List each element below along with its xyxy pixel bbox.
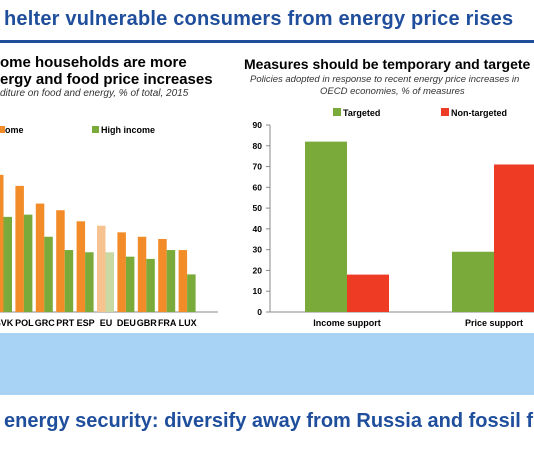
left-bar-high-fra xyxy=(166,250,176,312)
left-bar-low-pol xyxy=(15,185,24,312)
left-bar-low-fra xyxy=(158,238,167,312)
left-bar-low-lux xyxy=(178,250,188,312)
left-bar-high-deu xyxy=(125,256,135,312)
left-bar-high-prt xyxy=(64,250,74,312)
right-ytick-label-0: 0 xyxy=(257,307,262,317)
left-tick-lux: LUX xyxy=(179,318,197,328)
left-bar-high-svk xyxy=(3,216,12,312)
right-bar-targeted-income-support xyxy=(305,141,347,312)
left-bar-low-esp xyxy=(76,221,86,312)
left-bar-low-svk xyxy=(0,174,4,312)
left-bar-low-eu xyxy=(97,225,106,312)
right-ytick-label-20: 20 xyxy=(253,265,263,275)
left-chart-subtitle: diture on food and energy, % of total, 2… xyxy=(0,88,189,99)
title-divider xyxy=(0,40,534,43)
right-bar-targeted-price-support xyxy=(452,251,494,312)
left-tick-pol: POL xyxy=(15,318,34,328)
top-banner: helter vulnerable consumers from energy … xyxy=(0,0,534,40)
right-bar-non-targeted-price-support xyxy=(494,164,534,312)
right-ytick-label-60: 60 xyxy=(253,182,263,192)
right-chart-subtitle-line2: OECD economies, % of measures xyxy=(320,86,465,97)
right-ytick-label-30: 30 xyxy=(253,245,263,255)
legend-label-non-targeted: Non-targeted xyxy=(451,108,507,118)
right-ytick-label-80: 80 xyxy=(253,141,263,151)
right-category-price-support: Price support xyxy=(465,318,523,328)
left-tick-prt: PRT xyxy=(56,318,75,328)
right-ytick-label-40: 40 xyxy=(253,224,263,234)
left-bar-low-deu xyxy=(117,232,126,312)
legend-swatch-non-targeted xyxy=(441,108,449,116)
legend-swatch-low-income xyxy=(0,126,5,133)
left-chart-title: ome households are more ergy and food pr… xyxy=(0,54,213,88)
right-ytick-label-70: 70 xyxy=(253,162,263,172)
legend-label-low-income: ome xyxy=(5,125,24,135)
right-ytick-label-90: 90 xyxy=(253,120,263,130)
left-tick-svk: SVK xyxy=(0,318,14,328)
left-bar-low-gbr xyxy=(137,236,147,312)
right-ytick-label-50: 50 xyxy=(253,203,263,213)
left-bar-high-lux xyxy=(187,274,196,312)
left-tick-eu: EU xyxy=(100,318,113,328)
left-bar-high-gbr xyxy=(146,258,155,312)
right-ytick-label-10: 10 xyxy=(253,286,263,296)
left-bar-high-pol xyxy=(23,214,33,312)
legend-swatch-high-income xyxy=(92,126,99,133)
blue-band xyxy=(0,333,534,395)
right-chart-title: Measures should be temporary and targete xyxy=(244,56,531,72)
left-tick-grc: GRC xyxy=(35,318,56,328)
left-bar-low-grc xyxy=(35,203,45,312)
legend-label-targeted: Targeted xyxy=(343,108,380,118)
legend-label-high-income: High income xyxy=(101,125,155,135)
left-chart-title-line1: ome households are more xyxy=(0,54,187,71)
left-bar-high-esp xyxy=(85,252,94,312)
left-tick-deu: DEU xyxy=(117,318,136,328)
left-bar-low-prt xyxy=(56,210,65,312)
left-tick-gbr: GBR xyxy=(137,318,158,328)
left-tick-esp: ESP xyxy=(77,318,95,328)
left-bar-high-grc xyxy=(44,236,53,312)
slide-title: helter vulnerable consumers from energy … xyxy=(4,8,514,30)
right-chart-subtitle-line1: Policies adopted in response to recent e… xyxy=(250,74,520,85)
left-bar-high-eu xyxy=(105,252,114,312)
legend-swatch-targeted xyxy=(333,108,341,116)
next-section-title: energy security: diversify away from Rus… xyxy=(4,410,534,432)
left-tick-fra: FRA xyxy=(158,318,177,328)
right-category-income-support: Income support xyxy=(313,318,381,328)
right-bar-non-targeted-income-support xyxy=(347,274,389,312)
left-chart-title-line2: ergy and food price increases xyxy=(0,71,213,88)
band-separator xyxy=(0,330,534,333)
